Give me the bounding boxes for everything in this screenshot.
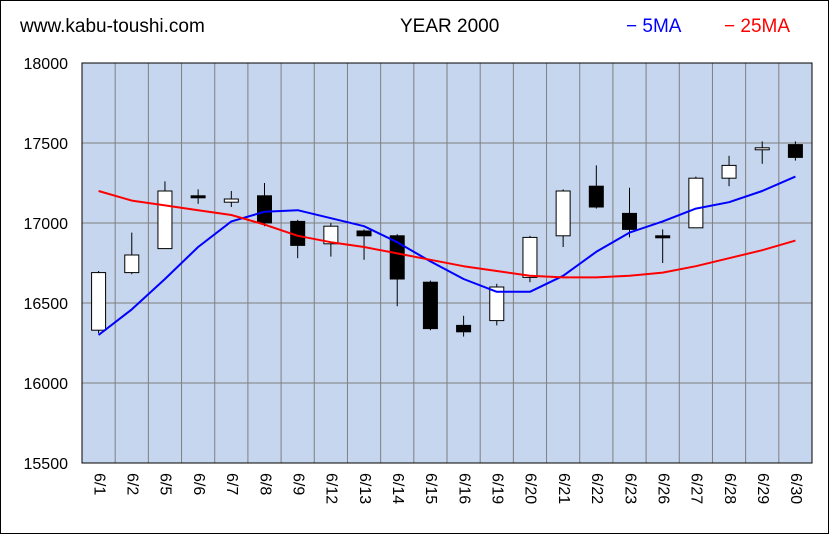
legend-5ma: − 5MA — [626, 16, 682, 37]
x-tick-label: 6/2 — [124, 473, 141, 495]
candle-body-down — [257, 195, 272, 224]
candle-body-down — [456, 324, 472, 333]
x-tick-label: 6/29 — [754, 473, 771, 504]
candle-body-up — [754, 147, 770, 151]
x-tick-label: 6/7 — [223, 473, 240, 495]
legend-25ma: − 25MA — [724, 16, 791, 37]
x-tick-label: 6/13 — [356, 473, 373, 504]
y-tick-label: 15500 — [24, 456, 69, 473]
candle-body-up — [489, 286, 505, 322]
x-tick-label: 6/14 — [389, 473, 406, 504]
candle-body-up — [157, 190, 173, 250]
candle-body-down — [356, 230, 372, 237]
x-tick-label: 6/1 — [90, 473, 107, 495]
x-tick-label: 6/16 — [455, 473, 472, 504]
x-tick-label: 6/15 — [422, 473, 439, 504]
x-axis-ticks: 6/1 6/2 6/5 6/6 6/7 6/8 6/9 6/12 6/13 6/14 6/15 6/1… — [90, 473, 804, 504]
candle-body-down — [422, 281, 438, 330]
y-axis-ticks: 15500 16000 16500 17000 17500 18000 — [24, 56, 69, 473]
x-tick-label: 6/22 — [588, 473, 605, 504]
x-tick-label: 6/5 — [157, 473, 174, 495]
candle-body-up — [522, 236, 538, 278]
y-tick-label: 16500 — [24, 296, 69, 313]
candle-body-up — [323, 225, 339, 245]
ma-line-5ma — [97, 175, 796, 336]
y-tick-label: 18000 — [24, 56, 69, 73]
candle-body-down — [787, 144, 803, 158]
x-tick-label: 6/26 — [654, 473, 671, 504]
chart-title: YEAR 2000 — [400, 16, 500, 37]
candle-body-up — [223, 198, 239, 203]
y-tick-label: 17500 — [24, 136, 69, 153]
x-tick-label: 6/23 — [621, 473, 638, 504]
candle-body-down — [622, 212, 637, 230]
x-tick-label: 6/21 — [555, 473, 572, 504]
x-tick-label: 6/28 — [721, 473, 738, 504]
x-tick-label: 6/8 — [256, 473, 273, 495]
candle-body-down — [655, 235, 671, 239]
candle-body-down — [389, 235, 405, 280]
y-tick-label: 16000 — [24, 376, 69, 393]
moving-averages — [97, 175, 796, 336]
candle-body-up — [91, 272, 107, 331]
candle-body-up — [124, 254, 140, 274]
candle-body-up — [721, 164, 737, 179]
candle-body-up — [555, 190, 571, 237]
candle-body-down — [588, 185, 604, 208]
x-tick-label: 6/6 — [190, 473, 207, 495]
x-tick-label: 6/9 — [289, 473, 306, 495]
x-tick-label: 6/20 — [522, 473, 539, 504]
plot-border — [81, 62, 813, 464]
candle-body-down — [190, 195, 206, 199]
x-tick-label: 6/27 — [688, 473, 705, 504]
y-tick-label: 17000 — [24, 216, 69, 233]
candle-body-up — [688, 177, 704, 229]
x-tick-label: 6/30 — [787, 473, 804, 504]
site-url: www.kabu-toushi.com — [20, 16, 205, 37]
x-tick-label: 6/19 — [489, 473, 506, 504]
x-tick-label: 6/12 — [323, 473, 340, 504]
ma-line-25ma — [98, 190, 796, 279]
